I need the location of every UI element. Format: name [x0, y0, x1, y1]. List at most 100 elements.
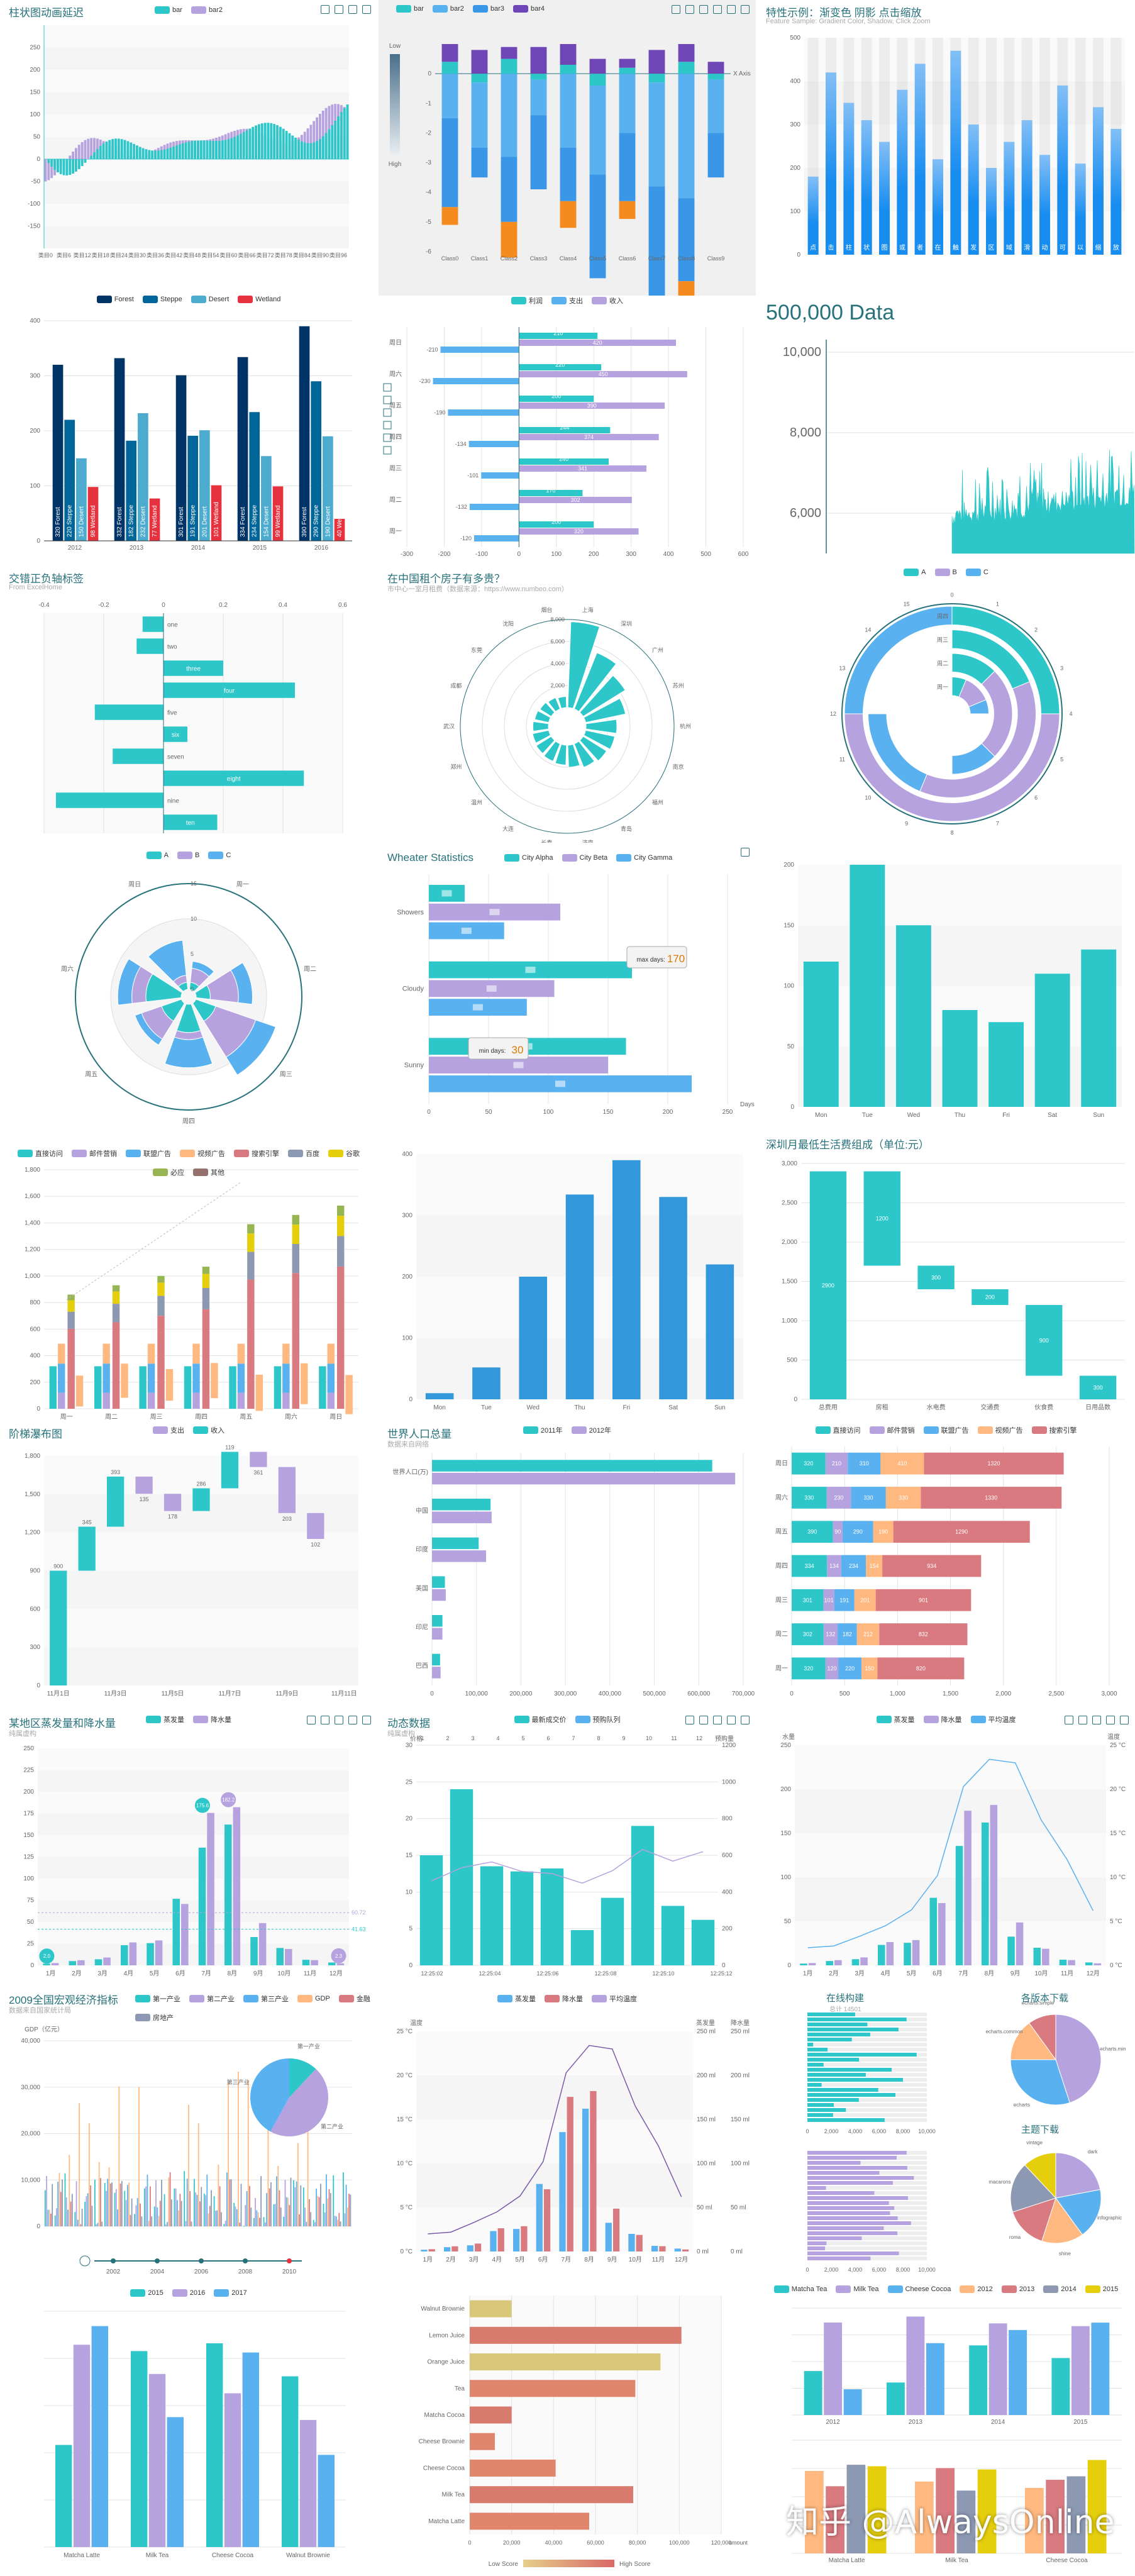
- legend-item[interactable]: 2015: [1085, 2285, 1118, 2293]
- legend-item[interactable]: 第三产业: [243, 1994, 289, 2004]
- data-view-icon[interactable]: [321, 5, 329, 14]
- legend-item[interactable]: 利润: [511, 296, 543, 306]
- save-image-icon[interactable]: [1106, 1716, 1115, 1724]
- zoom-icon[interactable]: [741, 1716, 750, 1724]
- legend-item[interactable]: 蒸发量: [876, 1714, 915, 1724]
- legend-item[interactable]: Matcha Tea: [773, 2285, 827, 2293]
- angle-tick-label: 4: [1069, 711, 1072, 717]
- data-view-icon[interactable]: [741, 848, 750, 857]
- bar-mark: [792, 1521, 833, 1543]
- legend-item[interactable]: City Alpha: [504, 854, 553, 862]
- legend-item[interactable]: 直接访问: [815, 1425, 861, 1435]
- legend-item[interactable]: 2012年: [571, 1425, 611, 1435]
- data-view-icon[interactable]: [672, 5, 680, 14]
- legend-item[interactable]: 其他: [193, 1167, 224, 1177]
- legend-item[interactable]: 蒸发量: [497, 1994, 536, 2004]
- x-tick-label: 8,000: [896, 2267, 911, 2273]
- legend-item[interactable]: 百度: [288, 1148, 319, 1158]
- legend-item[interactable]: 2011年: [523, 1425, 563, 1435]
- restore-icon[interactable]: [348, 5, 357, 14]
- legend-item[interactable]: C: [965, 569, 988, 576]
- legend-item[interactable]: 2014: [1043, 2285, 1077, 2293]
- legend-item[interactable]: Desert: [191, 296, 229, 303]
- magic-type-icon[interactable]: [335, 5, 343, 14]
- legend-item[interactable]: 最新成交价: [514, 1714, 567, 1724]
- legend-item[interactable]: bar: [396, 5, 424, 13]
- legend-item[interactable]: bar: [155, 6, 182, 14]
- legend-item[interactable]: 联盟广告: [923, 1425, 969, 1435]
- legend-item[interactable]: 第一产业: [135, 1994, 180, 2004]
- save-image-icon[interactable]: [713, 5, 722, 14]
- legend-item[interactable]: B: [177, 852, 199, 859]
- legend-item[interactable]: bar2: [191, 6, 223, 14]
- bar-mark: [106, 2190, 107, 2226]
- magic-type-icon[interactable]: [685, 5, 694, 14]
- legend-item[interactable]: 邮件营销: [72, 1148, 117, 1158]
- legend-item[interactable]: 金融: [338, 1994, 370, 2004]
- legend-item[interactable]: 直接访问: [18, 1148, 63, 1158]
- legend-item[interactable]: 支出: [153, 1425, 184, 1435]
- legend-item[interactable]: 谷歌: [328, 1148, 360, 1158]
- legend-item[interactable]: C: [208, 852, 231, 859]
- legend-item[interactable]: bar3: [472, 5, 504, 13]
- legend-item[interactable]: Wetland: [238, 296, 280, 303]
- legend-item[interactable]: 2012: [960, 2285, 993, 2293]
- legend-item[interactable]: 预购队列: [575, 1714, 621, 1724]
- legend-item[interactable]: 平均温度: [592, 1994, 637, 2004]
- legend-item[interactable]: 联盟广告: [126, 1148, 171, 1158]
- legend-item[interactable]: 蒸发量: [146, 1714, 184, 1724]
- magic-type-icon[interactable]: [699, 1716, 708, 1724]
- legend-item[interactable]: B: [934, 569, 957, 576]
- restore-icon[interactable]: [1092, 1716, 1101, 1724]
- legend-item[interactable]: City Beta: [562, 854, 607, 862]
- legend-item[interactable]: GDP: [297, 1994, 330, 2004]
- legend-item[interactable]: 邮件营销: [869, 1425, 915, 1435]
- save-image-icon[interactable]: [362, 5, 371, 14]
- save-image-icon[interactable]: [348, 1716, 357, 1724]
- zoom-icon[interactable]: [727, 5, 736, 14]
- zoom-icon[interactable]: [1120, 1716, 1129, 1724]
- legend-item[interactable]: 搜索引擎: [234, 1148, 279, 1158]
- magic-type-icon[interactable]: [321, 1716, 329, 1724]
- legend-item[interactable]: Steppe: [142, 296, 182, 303]
- legend-item[interactable]: 视频广告: [180, 1148, 225, 1158]
- legend-item[interactable]: 降水量: [923, 1714, 962, 1724]
- split-area: [44, 159, 349, 182]
- legend-item[interactable]: 降水量: [545, 1994, 583, 2004]
- legend-item[interactable]: 第二产业: [189, 1994, 235, 2004]
- bar-mark: [270, 2182, 272, 2226]
- legend-item[interactable]: 支出: [551, 296, 583, 306]
- brush-icon[interactable]: [741, 5, 750, 14]
- legend-item[interactable]: bar4: [512, 5, 545, 13]
- legend-item[interactable]: A: [904, 569, 926, 576]
- legend-item[interactable]: 2013: [1001, 2285, 1034, 2293]
- legend-item[interactable]: 收入: [592, 296, 623, 306]
- data-view-icon[interactable]: [307, 1716, 316, 1724]
- save-image-icon[interactable]: [727, 1716, 736, 1724]
- legend-item[interactable]: 2015: [130, 2289, 163, 2297]
- magic-type-icon[interactable]: [1078, 1716, 1087, 1724]
- legend-item[interactable]: 降水量: [193, 1714, 231, 1724]
- zoom-icon[interactable]: [362, 1716, 371, 1724]
- bar-mark: [54, 2215, 56, 2226]
- legend-item[interactable]: 视频广告: [977, 1425, 1023, 1435]
- legend-item[interactable]: Forest: [96, 296, 134, 303]
- legend-item[interactable]: 必应: [153, 1167, 184, 1177]
- legend-item[interactable]: 2017: [214, 2289, 247, 2297]
- restore-icon[interactable]: [713, 1716, 722, 1724]
- legend-item[interactable]: bar2: [432, 5, 464, 13]
- legend-item[interactable]: 平均温度: [970, 1714, 1016, 1724]
- restore-icon[interactable]: [699, 5, 708, 14]
- legend-item[interactable]: 2016: [172, 2289, 205, 2297]
- legend-item[interactable]: City Gamma: [616, 854, 672, 862]
- legend-item[interactable]: Cheese Cocoa: [887, 2285, 951, 2293]
- legend-swatch: [562, 854, 577, 862]
- legend-item[interactable]: A: [146, 852, 169, 859]
- restore-icon[interactable]: [335, 1716, 343, 1724]
- legend-item[interactable]: 房地产: [135, 2012, 174, 2023]
- data-view-icon[interactable]: [685, 1716, 694, 1724]
- legend-item[interactable]: 搜索引擎: [1031, 1425, 1077, 1435]
- data-view-icon[interactable]: [1065, 1716, 1073, 1724]
- legend-item[interactable]: 收入: [193, 1425, 224, 1435]
- legend-item[interactable]: Milk Tea: [836, 2285, 879, 2293]
